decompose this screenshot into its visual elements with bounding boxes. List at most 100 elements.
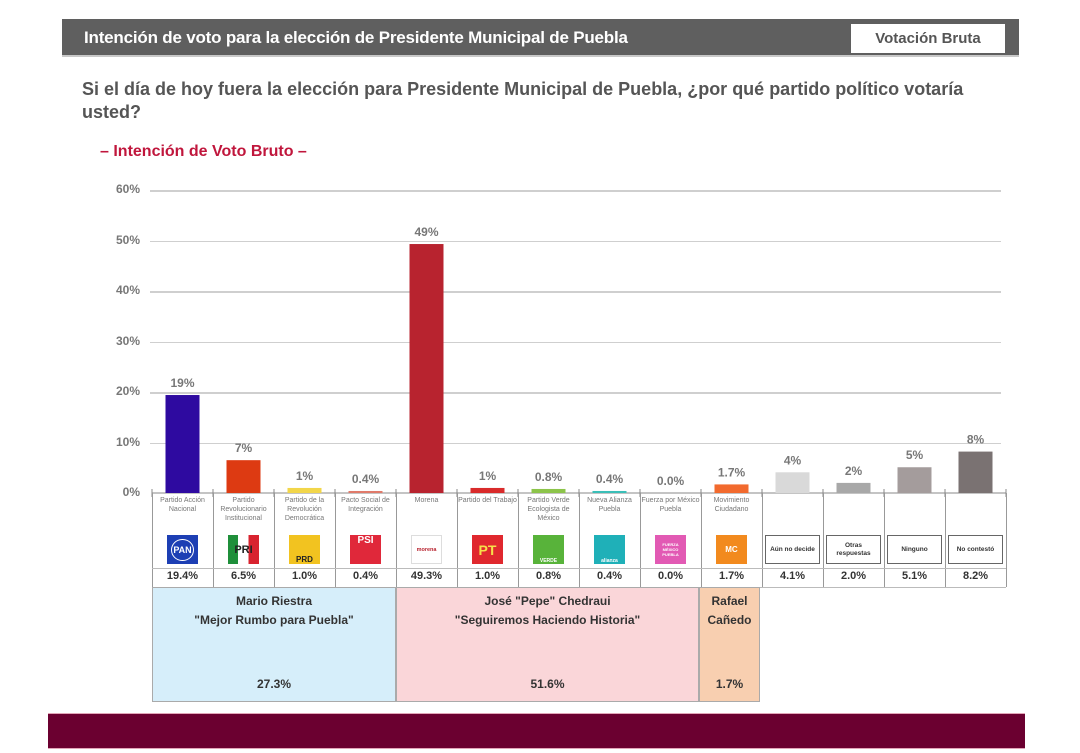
coalition-candidate: Rafael — [711, 594, 748, 608]
category-label: Morena — [414, 497, 439, 504]
bar-data-label: 0.0% — [657, 474, 685, 488]
response-option-box: Otras respuestas — [826, 535, 881, 564]
bar — [836, 482, 871, 493]
bar-data-label: 1% — [479, 469, 497, 483]
footer-bar — [48, 713, 1025, 749]
coalition-mario-riestra: Mario Riestra "Mejor Rumbo para Puebla" 2… — [152, 587, 396, 702]
bar — [409, 244, 444, 493]
bar — [470, 487, 505, 493]
response-option-box: Aún no decide — [765, 535, 820, 564]
response-option-box: No contestó — [948, 535, 1003, 564]
table-value: 6.5% — [230, 570, 257, 582]
category-label: Partido de la Revolución Democrática — [284, 497, 325, 522]
bar — [531, 488, 566, 493]
column-divider — [640, 493, 641, 587]
category-label: Nueva Alianza Puebla — [587, 497, 632, 513]
table-value: 1.0% — [474, 570, 501, 582]
y-tick-label: 50% — [115, 232, 140, 247]
logo-text: PRI — [234, 543, 253, 556]
bar — [165, 395, 200, 493]
coalition-rafael-canedo: Rafael Cañedo 1.7% — [699, 587, 760, 702]
table-value: 1.0% — [291, 570, 318, 582]
logo-text: PSI — [357, 535, 374, 546]
logo-text: alianza — [601, 558, 618, 564]
table-value: 5.1% — [901, 570, 928, 582]
column-divider — [152, 493, 153, 587]
table-value: 8.2% — [962, 570, 989, 582]
column-divider — [518, 493, 519, 587]
row-divider — [152, 568, 1006, 569]
category-label: Partido Revolucionario Institucional — [220, 497, 267, 522]
y-tick-label: 40% — [115, 283, 140, 297]
bar-data-label: 0.8% — [535, 470, 563, 484]
bar-data-label: 49% — [414, 225, 438, 239]
gridline — [150, 442, 1001, 444]
coalition-total: 27.3% — [256, 677, 292, 691]
category-label: Pacto Social de Integración — [341, 497, 390, 513]
bar-data-label: 5% — [906, 448, 924, 462]
bar-data-label: 0.4% — [596, 472, 624, 486]
column-divider — [579, 493, 580, 587]
column-divider — [762, 493, 763, 587]
table-value: 0.8% — [535, 570, 562, 582]
bar-data-label: 1.7% — [718, 465, 746, 479]
gridline — [150, 341, 1001, 343]
gridline — [150, 240, 1001, 242]
category-label: Fuerza por México Puebla — [641, 497, 700, 513]
y-tick-label: 10% — [115, 434, 140, 449]
y-tick-label: 60% — [115, 182, 140, 196]
bar-data-label: 2% — [845, 464, 863, 478]
bar-data-label: 0.4% — [352, 472, 380, 486]
header-title: Intención de voto para la elección de Pr… — [84, 28, 628, 47]
table-value: 49.3% — [410, 570, 443, 582]
party-logo-pan-icon: PAN — [167, 535, 198, 564]
logo-text: VERDE — [539, 558, 558, 564]
column-divider — [213, 493, 214, 587]
category-label: Partido del Trabajo — [458, 497, 517, 504]
coalition-slogan: "Seguiremos Haciendo Historia" — [454, 613, 641, 627]
survey-question: Si el día de hoy fuera la elección para … — [82, 79, 964, 122]
column-divider — [274, 493, 275, 587]
coalition-slogan: "Mejor Rumbo para Puebla" — [194, 613, 354, 627]
logo-text: PAN — [171, 538, 194, 561]
party-logo-alianza-icon: alianza — [594, 535, 625, 564]
party-logo-mc-icon: MC — [716, 535, 747, 564]
table-value: 2.0% — [840, 570, 867, 582]
bar-data-label: 1% — [296, 469, 314, 483]
column-divider — [701, 493, 702, 587]
party-logo-pri-icon: PRI — [228, 535, 259, 564]
bar — [958, 451, 993, 493]
coalition-pepe-chedraui: José "Pepe" Chedraui "Seguiremos Haciendo… — [396, 587, 699, 702]
column-divider — [457, 493, 458, 587]
column-divider — [1006, 493, 1007, 587]
column-divider — [396, 493, 397, 587]
table-value: 4.1% — [779, 570, 806, 582]
table-value: 0.0% — [657, 570, 684, 582]
coalition-candidate: Mario Riestra — [235, 594, 313, 608]
coalition-candidate: José "Pepe" Chedraui — [484, 594, 611, 608]
y-tick-label: 20% — [115, 384, 140, 398]
logo-text: MC — [725, 545, 738, 554]
bar-data-label: 8% — [967, 433, 985, 447]
y-tick-label: 30% — [115, 333, 140, 348]
coalition-total: 1.7% — [715, 677, 744, 691]
category-label: Partido Verde Ecologista de México — [527, 497, 570, 522]
header-bar: Intención de voto para la elección de Pr… — [62, 19, 1019, 57]
bar-data-label: 4% — [784, 453, 802, 467]
response-option-box: Ninguno — [887, 535, 942, 564]
party-logo-verde-icon: VERDE — [533, 535, 564, 564]
logo-text: FUERZA MÉXICO PUEBLA — [662, 542, 679, 557]
bar-data-label: 19% — [170, 376, 194, 390]
party-logo-psi-icon: PSI — [350, 535, 381, 564]
logo-text: PRD — [296, 555, 313, 564]
column-divider — [823, 493, 824, 587]
coalition-slogan: Cañedo — [707, 613, 752, 627]
gridline — [150, 291, 1001, 293]
column-divider — [884, 493, 885, 587]
column-divider — [335, 493, 336, 587]
logo-text: PT — [478, 541, 497, 558]
party-logo-fuerza-méxico-puebla-icon: FUERZA MÉXICO PUEBLA — [655, 535, 686, 564]
table-value: 19.4% — [166, 570, 199, 582]
category-label: Movimiento Ciudadano — [713, 497, 750, 513]
table-value: 0.4% — [596, 570, 623, 582]
